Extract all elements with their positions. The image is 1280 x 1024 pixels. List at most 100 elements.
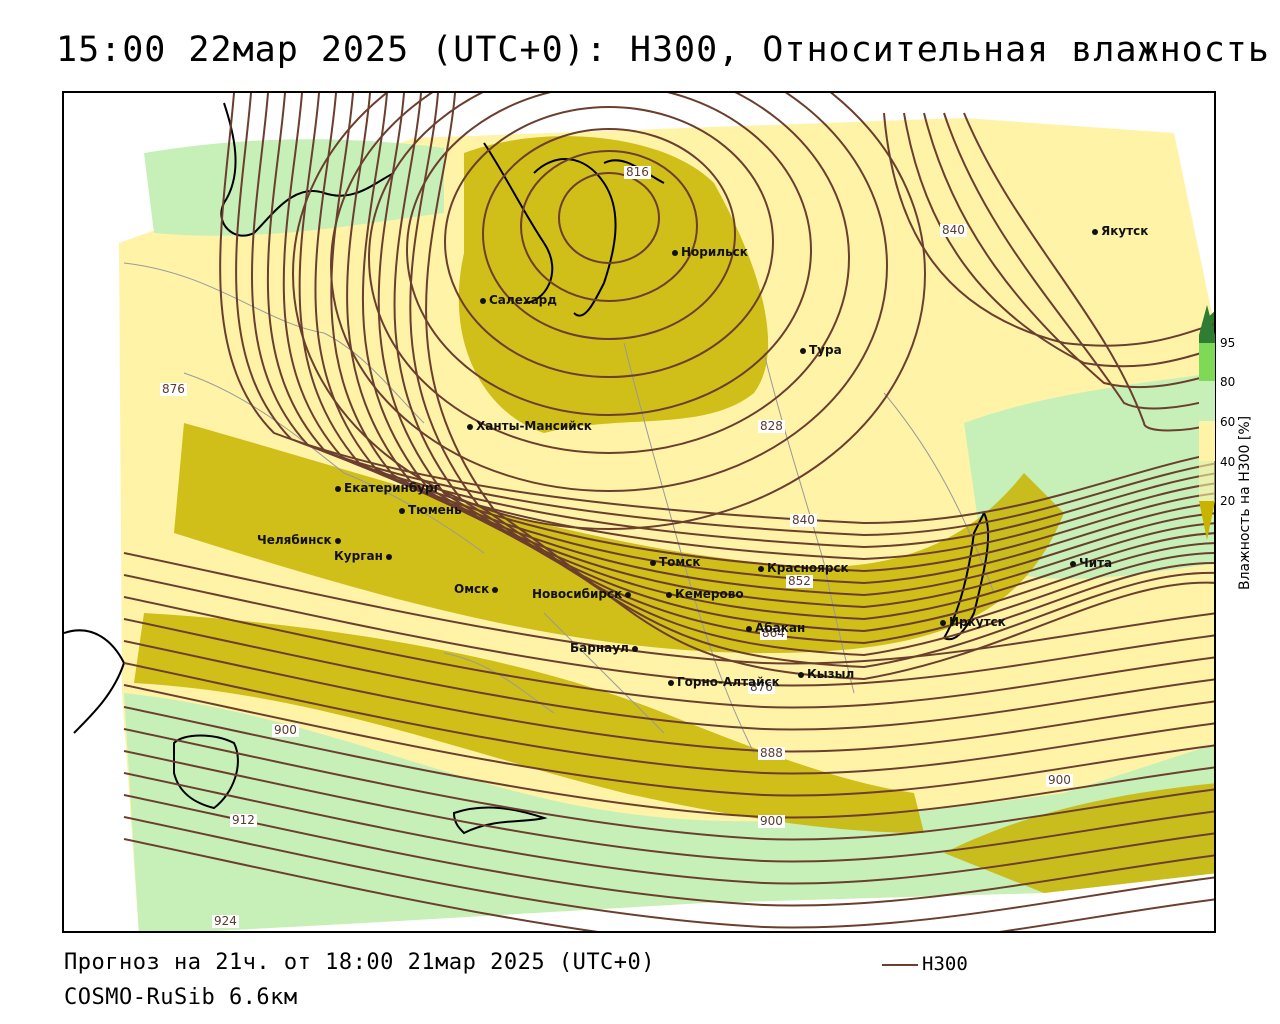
city-kyzyl: Кызыл [798,667,854,681]
contour-line [330,93,1214,609]
contour-legend: H300 [882,953,968,975]
city-dot [399,507,405,514]
contour-line [292,93,926,530]
city-khanty-mansiysk: Ханты-Мансийск [467,419,592,433]
city-dot [1070,560,1076,567]
city-chita: Чита [1070,556,1112,570]
contour-line [330,93,888,492]
contour-label: 876 [748,680,775,694]
city-tura: Тура [800,343,842,357]
contour-label: 864 [760,626,787,640]
city-dot [335,485,341,492]
city-dot [672,249,678,256]
map-title: 15:00 22мар 2025 (UTC+0): H300, Относите… [56,30,1270,70]
contour-line [123,684,1214,797]
contour-line [123,816,1214,929]
city-irkutsk: Иркутск [940,615,1006,629]
contour-line [558,172,660,264]
city-dot [631,645,638,652]
city-dot [492,586,499,593]
contour-label: 900 [1046,773,1073,787]
contour-label: 912 [230,813,257,827]
contour-line [963,112,1214,432]
city-dot [940,619,946,626]
contour-label: 852 [786,574,813,588]
contour-line-sample [882,963,918,966]
contour-line [123,574,1214,687]
city-tomsk: Томск [650,555,701,569]
city-dot [650,559,656,566]
city-dot [800,347,806,354]
contour-label: 888 [758,746,785,760]
contour-line [346,93,1214,621]
contour-line [251,93,1214,549]
city-chelyabinsk: Челябинск [257,533,341,547]
contour-line [123,706,1214,819]
city-dot [746,625,752,632]
contour-line [219,93,1214,525]
moist-region-north [144,139,444,236]
contour-label: 900 [272,723,299,737]
city-dot [666,591,672,598]
contour-line [368,93,850,454]
humidity-field [64,93,1214,931]
city-dot [625,591,632,598]
legend-tick: 80 [1220,375,1236,389]
city-dot [480,297,486,304]
city-dot [385,553,392,560]
legend-title: Влажность на H300 [%] [1237,415,1253,590]
city-norilsk: Норильск [672,245,748,259]
contour-line [406,93,812,416]
city-abakan: Абакан [746,621,805,635]
contour-line [377,93,1214,645]
contour-label: 840 [790,513,817,527]
contour-line [361,93,1214,633]
forecast-info: Прогноз на 21ч. от 18:00 21мар 2025 (UTC… [64,950,656,975]
contour-line [123,552,1214,665]
city-dot [798,671,804,678]
model-name: COSMO-RuSib 6.6км [64,985,298,1010]
contour-line [425,93,1214,681]
contour-line [123,838,1214,931]
city-omsk: Омск [454,582,499,596]
moist-region-south [124,693,1214,931]
legend-tick: 95 [1220,336,1236,350]
city-tyumen: Тюмень [399,503,462,517]
city-dot [758,565,764,572]
contour-line [444,106,774,378]
contour-label: 924 [212,914,239,928]
contour-line [482,128,736,340]
contour-line [943,112,1214,410]
contour-label: 900 [758,814,785,828]
humidity-colorbar [1199,305,1215,540]
city-kurgan: Курган [334,549,392,563]
legend-tick: 60 [1220,415,1236,429]
contour-line [883,112,1214,347]
city-salekhard: Салехард [480,293,557,307]
contour-line [520,150,698,302]
city-yekaterinburg: Екатеринбург [335,481,440,495]
contour-label: 840 [940,223,967,237]
contour-legend-label: H300 [922,953,968,975]
contour-line [123,750,1214,863]
city-dot [467,423,473,430]
legend-tick: 20 [1220,494,1236,508]
contour-line [123,662,1214,775]
contour-line [393,93,1214,657]
contour-line [123,618,1214,731]
city-yakutsk: Якутск [1092,224,1148,238]
contour-label: 876 [160,382,187,396]
city-barnaul: Барнаул [570,641,638,655]
contour-line [123,640,1214,753]
contour-line [235,93,1214,537]
city-dot [668,679,674,686]
contour-line [123,772,1214,885]
contour-label: 828 [758,419,785,433]
contour-line [409,93,1214,669]
contour-line [266,93,1214,561]
contour-line [923,112,1214,389]
contour-line [314,93,1214,597]
map-area: 816 840 876 828 840 852 864 876 888 900 … [62,91,1216,933]
city-krasnoyarsk: Красноярск [758,561,849,575]
h300-contours [123,93,1214,931]
